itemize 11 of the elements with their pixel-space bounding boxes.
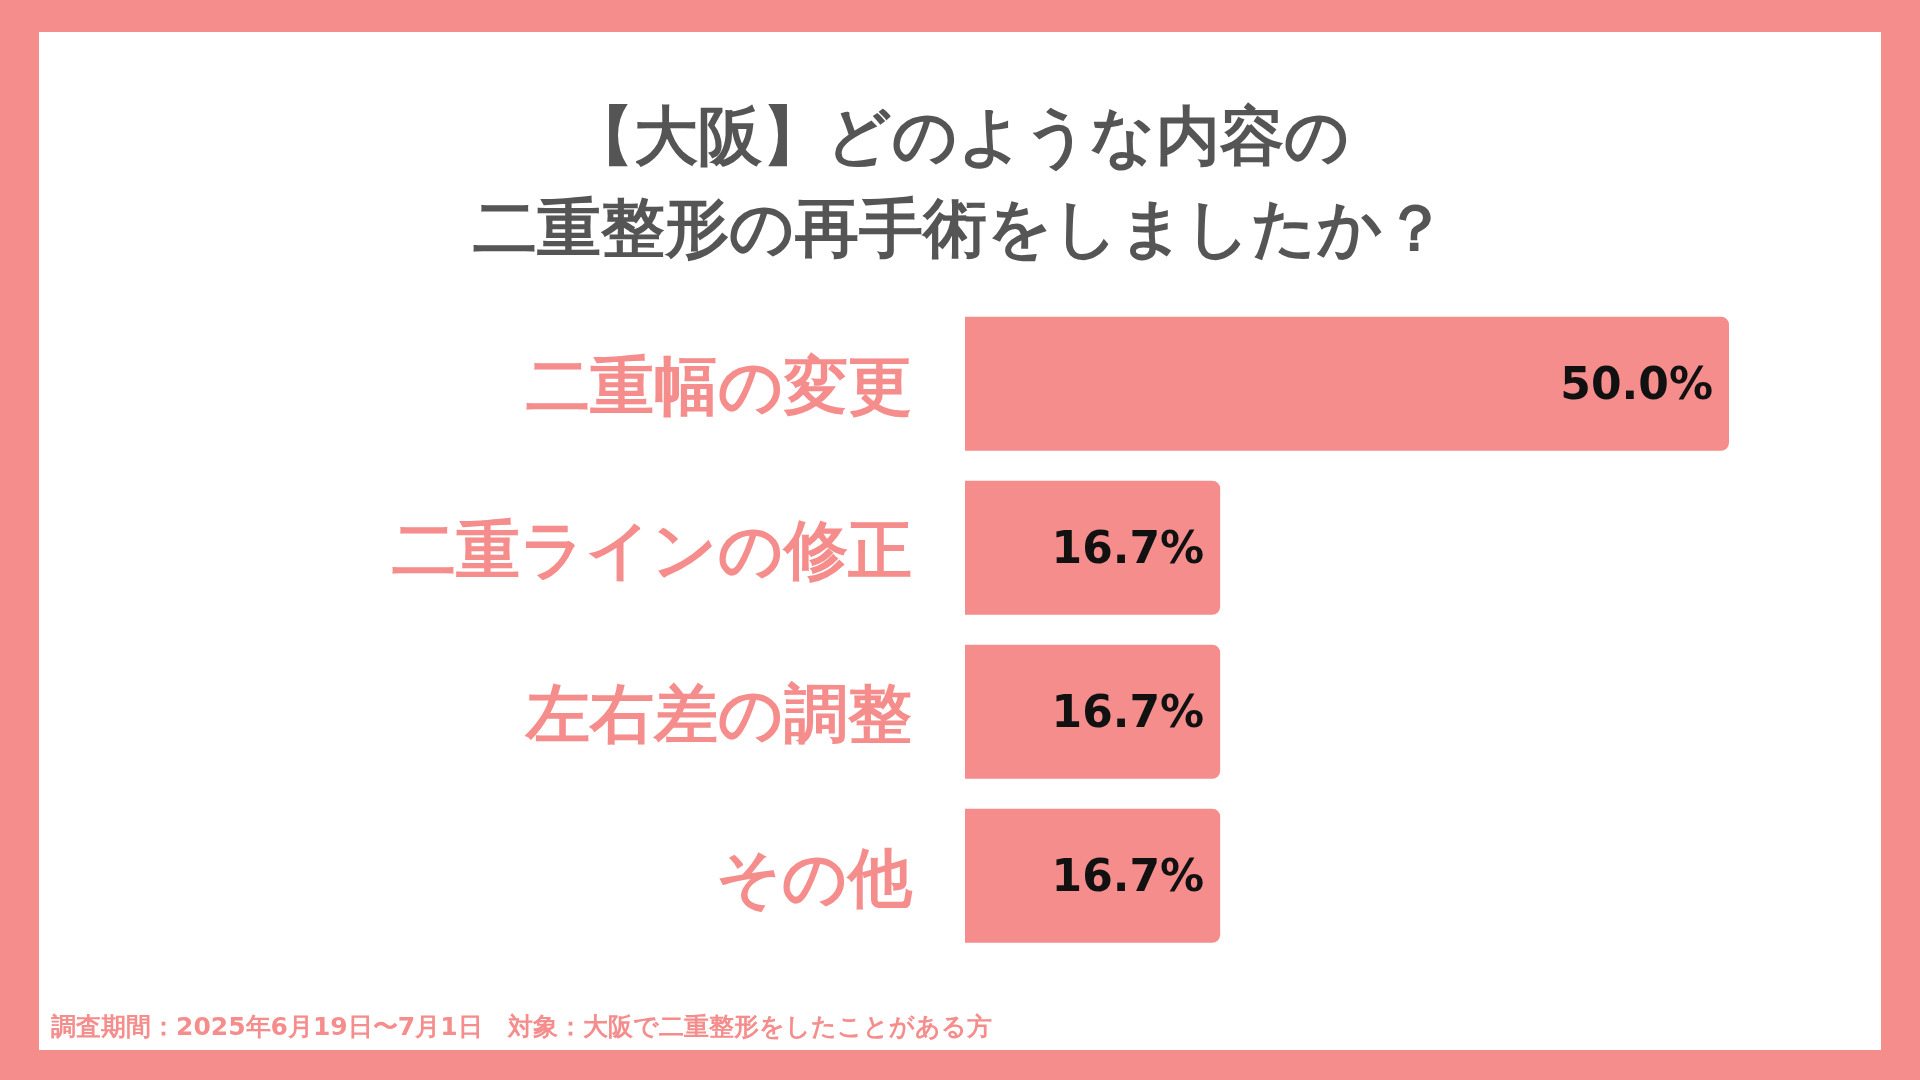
y-tick-label: 二重幅の変更	[526, 349, 912, 423]
data-label: 16.7%	[1051, 850, 1205, 902]
y-tick-label: 左右差の調整	[524, 677, 912, 751]
data-label: 16.7%	[1051, 686, 1205, 738]
y-tick-label: 二重ラインの修正	[392, 513, 912, 587]
y-tick-label: その他	[716, 841, 913, 915]
data-label: 50.0%	[1560, 358, 1713, 410]
data-label: 16.7%	[1051, 522, 1205, 574]
text: 調査期間：2025年6月19日〜7月1日 対象：大阪で二重整形をしたことがある方	[51, 1011, 992, 1043]
chart-title: 【大阪】どのような内容の	[569, 98, 1351, 175]
chart-subtitle: 二重整形の再手術をしましたか？	[472, 190, 1448, 267]
